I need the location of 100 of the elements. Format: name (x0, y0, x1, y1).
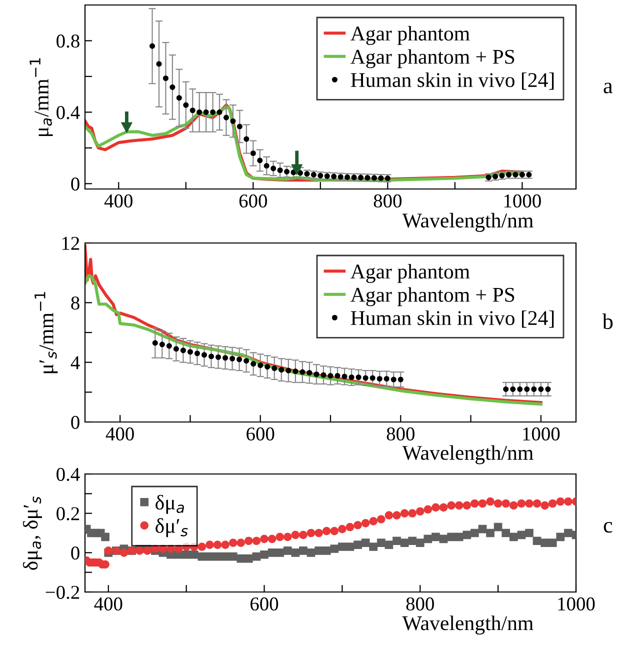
x-tick-label: 1000 (504, 194, 541, 208)
x-tick-label: 800 (374, 194, 402, 208)
y-tick-label: 4 (70, 356, 80, 370)
y-tick-label: 0.8 (56, 34, 80, 48)
point (244, 136, 250, 142)
point (362, 375, 368, 381)
point (272, 366, 278, 372)
point (356, 374, 362, 380)
point (257, 158, 263, 164)
point (538, 386, 544, 392)
point (376, 376, 382, 382)
point (216, 109, 222, 115)
y-tick-label: −0.2 (46, 586, 80, 600)
point (517, 386, 523, 392)
point (159, 342, 165, 348)
point (149, 43, 156, 49)
y-tick-label: 0.2 (56, 507, 80, 520)
y-tick-label: 0 (71, 416, 80, 429)
point (215, 354, 222, 360)
x-axis-title: Wavelength/nm (402, 616, 534, 635)
legend-label: δμ′$_{s}$ (156, 518, 188, 538)
point (320, 372, 326, 378)
point (203, 109, 209, 115)
x-tick-label: 1000 (558, 597, 595, 611)
text: b (602, 313, 613, 330)
x-axis-title: Wavelength/nm (402, 445, 534, 464)
x-tick-label: 800 (406, 597, 434, 611)
x-tick-label: 600 (246, 427, 274, 441)
legend-label: Agar phantom + PS (350, 49, 514, 68)
y-axis-title: μ′$_{s}$/mm$^{−1}$ (34, 292, 58, 374)
point (230, 356, 236, 362)
point (328, 372, 334, 379)
legend-label: Agar phantom (350, 264, 470, 283)
x-tick-label: 800 (386, 427, 414, 441)
point (208, 354, 214, 360)
point (236, 356, 242, 362)
x-tick-label: 400 (104, 194, 132, 208)
point (524, 386, 530, 392)
point (270, 166, 276, 172)
point (194, 350, 200, 356)
point (503, 386, 509, 392)
point (384, 376, 390, 382)
legend-label: Agar phantom (350, 26, 470, 45)
legend-label: Agar phantom + PS (350, 287, 514, 306)
point (190, 108, 196, 114)
point (510, 386, 516, 392)
text: c (604, 522, 612, 533)
y-tick-label: 0.4 (56, 468, 80, 482)
point (286, 368, 292, 374)
point (250, 361, 256, 367)
point (258, 362, 264, 368)
point (278, 367, 284, 373)
y-tick-label: 8 (71, 296, 80, 310)
point (183, 102, 189, 108)
point (187, 349, 193, 355)
legend-label: δμ$_{a}$ (156, 494, 184, 514)
point (236, 124, 242, 130)
point (390, 376, 396, 382)
point (348, 374, 354, 380)
x-tick-label: 400 (106, 427, 134, 441)
y-tick-label: 0.4 (56, 106, 80, 120)
point (176, 95, 182, 101)
point (152, 340, 158, 346)
point (292, 368, 298, 374)
point (250, 150, 256, 156)
point (156, 61, 162, 67)
point (196, 109, 202, 115)
x-axis-title: Wavelength/nm (402, 212, 534, 232)
x-tick-label: 400 (94, 597, 122, 611)
point (180, 348, 186, 354)
y-tick-label: 0 (71, 177, 80, 191)
text: a (604, 82, 613, 94)
point (223, 114, 230, 120)
point (370, 375, 376, 381)
y-tick-label: 12 (62, 236, 80, 250)
point (264, 163, 270, 169)
point (342, 374, 348, 380)
y-tick-label: 0 (71, 546, 80, 560)
legend-label: Human skin in vivo [24] (350, 310, 554, 328)
point (297, 170, 304, 176)
point (398, 376, 404, 382)
point (162, 75, 168, 82)
point (306, 370, 312, 376)
point (531, 386, 537, 392)
x-tick-label: 600 (239, 194, 267, 208)
y-axis-title: δμ$_{a}$, δμ′$_{s}$ (22, 496, 42, 570)
point (244, 358, 250, 364)
x-tick-label: 1000 (523, 427, 560, 441)
point (222, 355, 228, 361)
point (170, 84, 176, 90)
point (264, 364, 270, 370)
x-tick-label: 600 (250, 597, 278, 611)
point (201, 352, 208, 358)
point (300, 369, 306, 375)
point (314, 371, 320, 378)
point (230, 118, 236, 124)
point (166, 343, 172, 349)
y-axis-title: μ$_{a}$/mm$^{−1}$ (30, 58, 53, 136)
point (173, 346, 179, 352)
point (210, 109, 216, 115)
